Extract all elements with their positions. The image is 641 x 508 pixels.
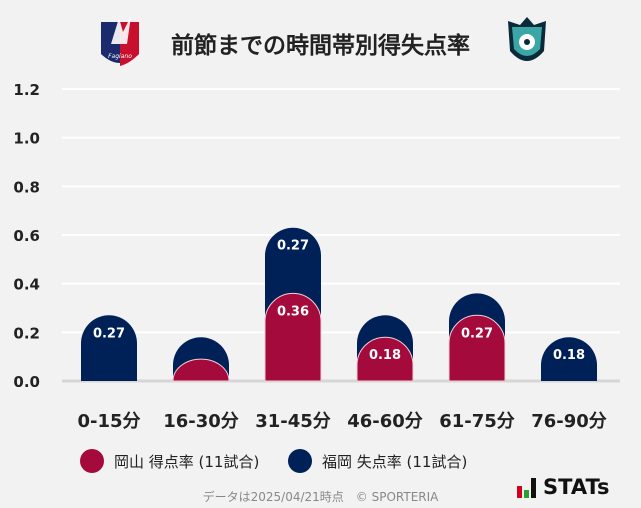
legend-label-okayama: 岡山 得点率 (11試合) [114, 452, 260, 471]
y-tick-label: 1.0 [13, 130, 40, 148]
data-label-okayama: 0.27 [461, 326, 493, 341]
data-label-fukuoka: 0.18 [553, 348, 585, 363]
data-label-fukuoka: 0.27 [93, 326, 125, 341]
bar-okayama [172, 358, 230, 382]
stats-logo: STATs [517, 477, 609, 498]
legend-swatch-fukuoka [288, 449, 312, 473]
bar-okayama [448, 314, 506, 382]
x-tick-label: 0-15分 [77, 411, 140, 432]
x-tick-label: 16-30分 [163, 411, 239, 432]
fukuoka-logo [508, 17, 546, 61]
chart-title: 前節までの時間帯別得失点率 [171, 33, 470, 59]
y-tick-label: 0.6 [13, 227, 40, 245]
bar-okayama [264, 292, 322, 382]
x-tick-label: 76-90分 [531, 411, 607, 432]
bar-fukuoka [541, 337, 597, 381]
x-tick-label: 46-60分 [347, 411, 423, 432]
legend-swatch-okayama [80, 449, 104, 473]
y-tick-label: 1.2 [13, 81, 40, 99]
y-tick-label: 0.2 [13, 324, 40, 342]
y-tick-label: 0.4 [13, 276, 40, 294]
bar-fukuoka [81, 315, 137, 381]
y-tick-label: 0.8 [13, 178, 40, 196]
legend-item-fukuoka: 福岡 失点率 (11試合) [288, 449, 467, 473]
stats-wordmark: STATs [543, 475, 610, 499]
y-tick-label: 0.0 [13, 373, 40, 391]
bar-chart: 0.0 0.2 0.4 0.6 0.8 1.0 1.2 0.27 0-15分 16-30分 0.27… [13, 81, 620, 432]
data-label-okayama: 0.36 [277, 304, 309, 319]
x-tick-label: 31-45分 [255, 411, 331, 432]
data-label-fukuoka: 0.27 [277, 239, 309, 254]
legend-label-fukuoka: 福岡 失点率 (11試合) [322, 452, 468, 471]
stats-bars-icon [517, 478, 536, 498]
x-tick-label: 61-75分 [439, 411, 515, 432]
svg-text:Fagiano: Fagiano [108, 53, 132, 60]
data-label-okayama: 0.18 [369, 348, 401, 363]
bar-okayama [356, 336, 414, 382]
footer-credit: データは2025/04/21時点 © SPORTERIA [202, 490, 439, 504]
legend-item-okayama: 岡山 得点率 (11試合) [80, 449, 259, 473]
okayama-logo: Fagiano [101, 16, 139, 66]
